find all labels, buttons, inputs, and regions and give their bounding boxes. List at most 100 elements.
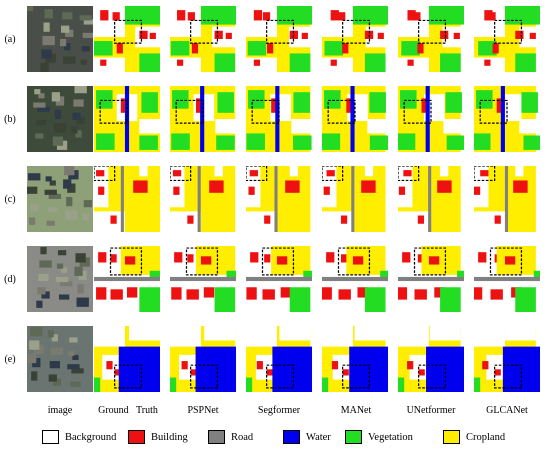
segmentation-map (398, 326, 464, 392)
class-map (322, 6, 388, 72)
class-map (94, 246, 160, 312)
class-map (246, 166, 311, 232)
class-map (322, 326, 388, 392)
segmentation-map (398, 6, 464, 72)
column-label: GLCANet (486, 405, 528, 416)
segmentation-map (94, 166, 160, 232)
segmentation-map (170, 326, 236, 392)
class-map (398, 6, 464, 72)
legend-item: Background (42, 428, 116, 446)
satellite-image (27, 326, 93, 392)
class-map (94, 6, 160, 72)
legend-label: Road (231, 431, 254, 443)
legend-swatch (345, 430, 362, 444)
aerial-photo (27, 246, 93, 312)
column-label: MANet (340, 405, 372, 416)
legend-label: Background (65, 431, 117, 443)
segmentation-map (94, 6, 160, 72)
class-map (94, 326, 160, 392)
segmentation-map (474, 86, 540, 152)
legend-swatch (128, 430, 145, 444)
segmentation-map (246, 326, 312, 392)
legend-item: Water (283, 428, 331, 446)
class-map (474, 246, 540, 312)
class-map (170, 6, 236, 72)
segmentation-map (322, 86, 388, 152)
class-map (170, 166, 236, 232)
class-map (170, 86, 236, 152)
aerial-photo (27, 326, 93, 392)
satellite-image (27, 6, 93, 72)
aerial-photo (27, 6, 93, 72)
legend-swatch (283, 430, 300, 444)
segmentation-map (398, 166, 464, 232)
satellite-image (27, 166, 93, 232)
legend-item: Building (128, 428, 188, 446)
legend-item: Road (208, 428, 253, 446)
segmentation-map (474, 246, 540, 312)
segmentation-map (170, 166, 236, 232)
segmentation-map (246, 246, 312, 312)
class-map (474, 6, 540, 72)
segmentation-map (170, 246, 236, 312)
segmentation-map (170, 86, 236, 152)
row-label: (b) (4, 114, 16, 125)
legend-label: Vegetation (368, 431, 413, 443)
segmentation-map (94, 246, 160, 312)
class-map (398, 326, 464, 392)
row-label: (d) (4, 274, 16, 285)
segmentation-map (322, 246, 388, 312)
aerial-photo (27, 86, 93, 152)
column-label: Segformer (257, 405, 301, 416)
satellite-image (27, 86, 93, 152)
row-label: (a) (4, 34, 16, 45)
segmentation-map (94, 326, 160, 392)
legend-item: Cropland (443, 428, 505, 446)
class-map (246, 246, 312, 312)
class-map (246, 6, 312, 72)
segmentation-map (170, 6, 236, 72)
class-map (94, 166, 160, 232)
class-map (398, 246, 464, 312)
column-label: PSPNet (187, 405, 219, 416)
legend-swatch (208, 430, 225, 444)
column-label: image (47, 405, 73, 416)
segmentation-map (322, 326, 388, 392)
row-label: (c) (4, 194, 16, 205)
segmentation-map (246, 166, 312, 232)
class-map (474, 326, 540, 392)
legend-label: Building (151, 431, 188, 443)
class-legend: Background Building Road Water Vegetation Cro… (0, 428, 550, 448)
class-map (474, 86, 540, 152)
segmentation-map (246, 86, 312, 152)
segmentation-map (322, 166, 388, 232)
legend-label: Cropland (466, 431, 506, 443)
column-label: UNetformer (406, 405, 456, 416)
aerial-photo (27, 166, 93, 232)
class-map (246, 86, 312, 152)
class-map (474, 166, 536, 232)
legend-swatch (443, 430, 460, 444)
segmentation-map (474, 6, 540, 72)
column-label: Ground Truth (98, 405, 158, 416)
legend-label: Water (306, 431, 331, 443)
segmentation-map (474, 166, 540, 232)
class-map (170, 246, 236, 312)
class-map (322, 86, 388, 152)
class-map (322, 166, 386, 232)
row-label: (e) (4, 354, 16, 365)
class-map (322, 246, 388, 312)
segmentation-map (398, 246, 464, 312)
legend-swatch (42, 430, 59, 444)
segmentation-map (322, 6, 388, 72)
class-map (398, 166, 461, 232)
class-map (94, 86, 160, 152)
legend-item: Vegetation (345, 428, 413, 446)
segmentation-map (398, 86, 464, 152)
segmentation-map (246, 6, 312, 72)
class-map (170, 326, 236, 392)
segmentation-map (94, 86, 160, 152)
class-map (246, 326, 312, 392)
segmentation-map (474, 326, 540, 392)
